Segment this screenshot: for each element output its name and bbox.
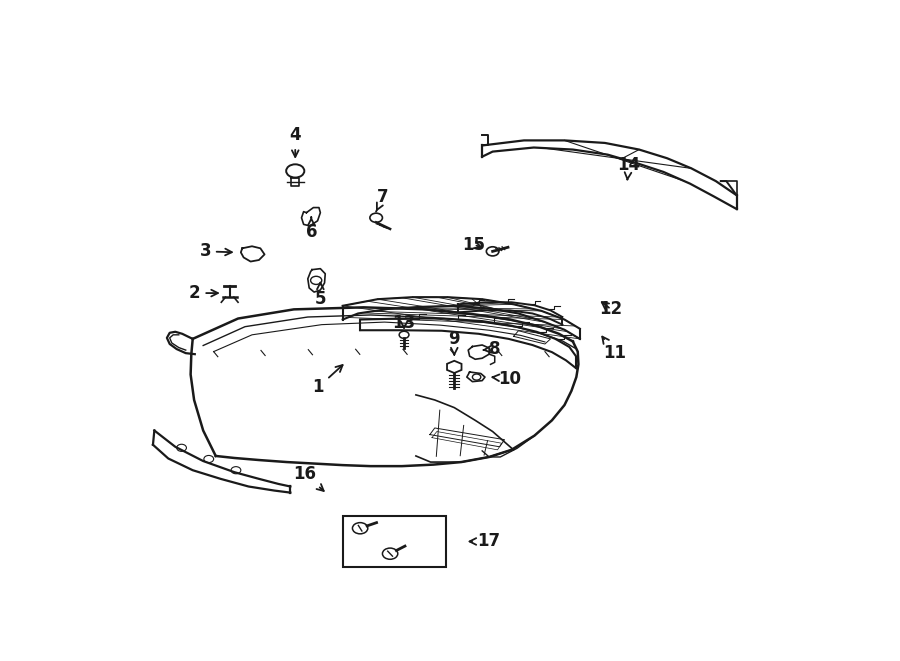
- Text: 9: 9: [448, 330, 460, 354]
- Text: 12: 12: [599, 300, 623, 319]
- Text: 5: 5: [315, 283, 326, 308]
- Polygon shape: [468, 345, 490, 360]
- Text: 6: 6: [305, 217, 317, 241]
- Text: 14: 14: [617, 156, 640, 180]
- Text: 15: 15: [463, 236, 485, 254]
- Polygon shape: [241, 247, 265, 262]
- Bar: [343, 516, 446, 567]
- Text: 10: 10: [492, 369, 522, 387]
- Polygon shape: [302, 208, 320, 226]
- Text: 8: 8: [483, 340, 500, 358]
- Text: 13: 13: [392, 313, 416, 332]
- Text: 7: 7: [376, 188, 389, 212]
- Text: 1: 1: [312, 365, 343, 396]
- Text: 4: 4: [290, 126, 302, 157]
- Text: 17: 17: [470, 533, 500, 551]
- Polygon shape: [308, 268, 325, 292]
- Text: 16: 16: [292, 465, 324, 491]
- Text: 3: 3: [200, 243, 232, 260]
- Text: 2: 2: [189, 284, 218, 302]
- Polygon shape: [467, 372, 485, 381]
- Text: 11: 11: [602, 336, 626, 362]
